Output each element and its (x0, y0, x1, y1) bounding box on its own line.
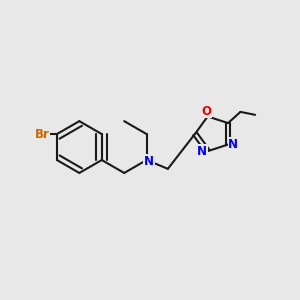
Text: O: O (201, 105, 211, 118)
Text: N: N (197, 145, 207, 158)
Text: N: N (228, 138, 239, 151)
Text: N: N (144, 155, 154, 168)
Text: Br: Br (35, 128, 50, 141)
